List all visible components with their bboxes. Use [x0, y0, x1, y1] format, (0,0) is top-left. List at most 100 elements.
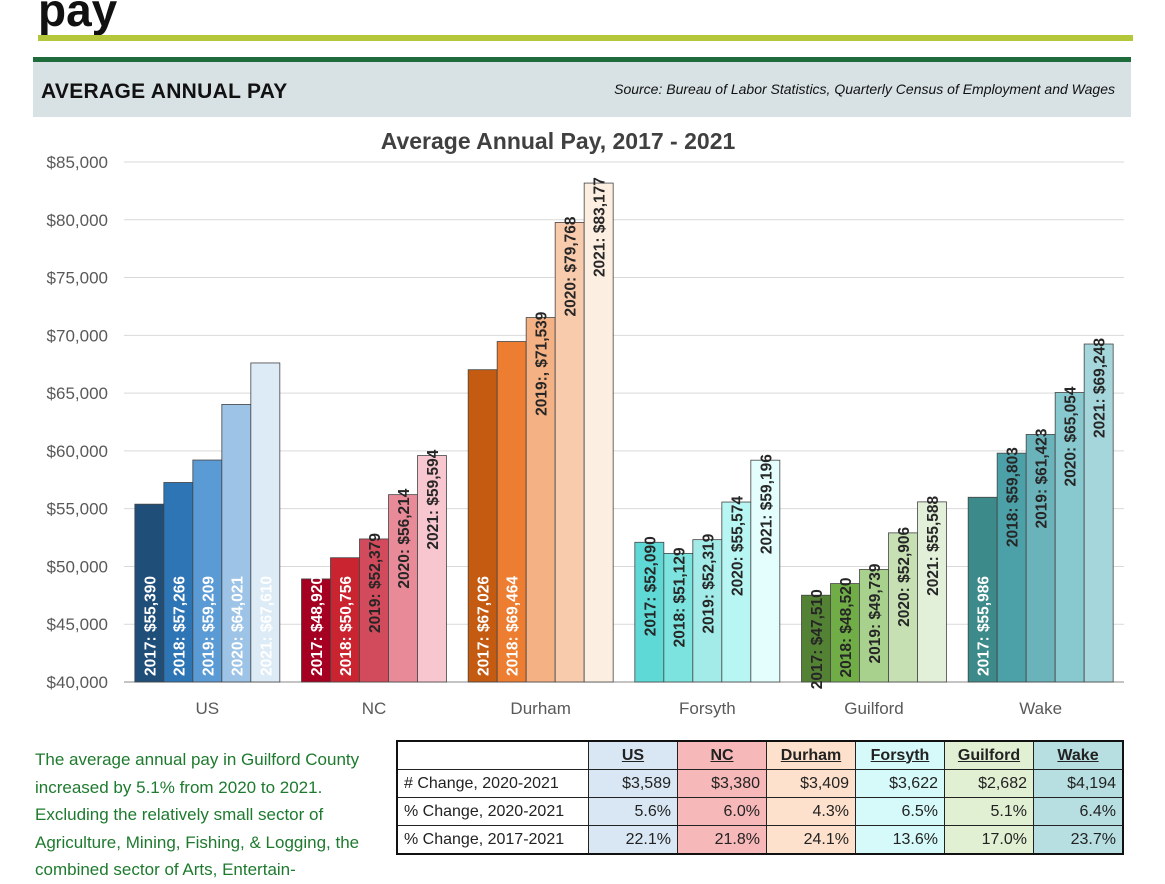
table-header-durham: Durham: [766, 740, 856, 770]
bar-group-wake: 2017: $55,986 2018: $59,803 2019: $61,423 2…: [967, 338, 1114, 683]
bar-data-label: 2018: $57,266: [171, 576, 188, 676]
bar: [388, 494, 418, 683]
bar: [359, 538, 389, 683]
y-tick-label: $80,000: [47, 211, 108, 230]
bar: [467, 369, 498, 683]
bar: [859, 569, 889, 683]
bar-data-label: 2021: $55,588: [925, 495, 942, 595]
bar-data-label: 2020: $56,214: [396, 488, 413, 588]
bar: [1083, 343, 1114, 683]
table-header-forsyth: Forsyth: [855, 740, 945, 770]
table-cell: 24.1%: [766, 825, 856, 855]
bar-data-label: 2019: $59,209: [200, 576, 217, 676]
y-tick-label: $45,000: [47, 615, 108, 634]
table-cell: $3,380: [677, 769, 767, 798]
title-underline: [38, 35, 1133, 41]
bar-data-label: 2018: $59,803: [1005, 447, 1022, 547]
table-row: % Change, 2020-2021 5.6% 6.0% 4.3% 6.5% …: [396, 797, 1124, 826]
row-label: % Change, 2017-2021: [396, 825, 589, 855]
bar-data-label: 2019: $52,379: [367, 533, 384, 633]
y-tick-label: $50,000: [47, 557, 108, 576]
x-category-label: Guilford: [844, 699, 904, 718]
table-cell: $4,194: [1033, 769, 1124, 798]
bar-data-label: 2019: $49,739: [867, 563, 884, 663]
x-axis-category-labels: US NC Durham Forsyth Guilford Wake: [196, 699, 1063, 718]
bar: [330, 557, 360, 683]
table-cell: $3,622: [855, 769, 945, 798]
x-category-label: NC: [362, 699, 387, 718]
table-header-us: US: [588, 740, 678, 770]
bar: [967, 496, 998, 683]
section-header-band: AVERAGE ANNUAL PAY Source: Bureau of Lab…: [33, 62, 1131, 117]
table-cell: 6.4%: [1033, 797, 1124, 826]
bar: [830, 583, 860, 683]
bar: [663, 552, 694, 683]
table-cell: 5.6%: [588, 797, 678, 826]
bar: [634, 541, 665, 683]
bar-data-label: 2017: $52,090: [642, 536, 659, 636]
table-cell: 17.0%: [944, 825, 1034, 855]
bar-data-label: 2021: $59,594: [425, 449, 442, 549]
row-label: # Change, 2020-2021: [396, 769, 589, 798]
table-row: # Change, 2020-2021 $3,589 $3,380 $3,409…: [396, 769, 1124, 798]
table-header-row: US NC Durham Forsyth Guilford Wake: [396, 740, 1124, 770]
table-corner-cell: [396, 740, 589, 770]
bar-data-label: 2020: $79,768: [563, 216, 580, 316]
y-tick-label: $55,000: [47, 500, 108, 519]
bar: [301, 578, 331, 683]
row-label: % Change, 2020-2021: [396, 797, 589, 826]
x-category-label: US: [196, 699, 220, 718]
bar-data-label: 2020: $52,906: [896, 526, 913, 626]
bar-data-label: 2017: $47,510: [809, 589, 826, 689]
bar: [221, 404, 252, 683]
bar-data-label: 2019: $52,319: [700, 533, 717, 633]
bar: [417, 455, 447, 683]
bar-data-label: 2019: $61,423: [1034, 428, 1051, 528]
bar-data-label: 2020: $64,021: [229, 576, 246, 676]
bar: [996, 452, 1027, 683]
bar: [250, 362, 281, 683]
table-header-nc: NC: [677, 740, 767, 770]
table-cell: 23.7%: [1033, 825, 1124, 855]
table-cell: 5.1%: [944, 797, 1034, 826]
bar-data-label: 2021: $59,196: [758, 454, 775, 554]
y-tick-label: $65,000: [47, 384, 108, 403]
x-category-label: Durham: [510, 699, 570, 718]
bar-data-label: 2019:, $71,539: [534, 311, 551, 416]
table-cell: $2,682: [944, 769, 1034, 798]
table-cell: 22.1%: [588, 825, 678, 855]
source-note: Source: Bureau of Labor Statistics, Quar…: [614, 81, 1115, 97]
bar-data-label: 2018: $50,756: [338, 576, 355, 676]
bar-data-label: 2020: $65,054: [1063, 386, 1080, 486]
bar-groups: 2017: $55,390 2018: $57,266 2019: $59,209 2…: [134, 177, 1114, 689]
bar-data-label: 2020: $55,574: [729, 496, 746, 596]
x-category-label: Wake: [1019, 699, 1062, 718]
section-rule: [33, 57, 1131, 62]
bar-group-forsyth: 2017: $52,090 2018: $51,129 2019: $52,319 2…: [634, 454, 781, 683]
bar: [1025, 434, 1056, 683]
average-annual-pay-chart: Average Annual Pay, 2017 - 2021 $40,000 $…: [47, 128, 1124, 718]
bar-group-us: 2017: $55,390 2018: $57,266 2019: $59,209 2…: [134, 362, 281, 683]
chart-title: Average Annual Pay, 2017 - 2021: [381, 128, 736, 154]
table-cell: $3,409: [766, 769, 856, 798]
bar-group-nc: 2017: $48,920 2018: $50,756 2019: $52,379 2…: [301, 449, 447, 683]
bar-data-label: 2021: $69,248: [1092, 338, 1109, 438]
table-cell: 13.6%: [855, 825, 945, 855]
table-cell: 6.0%: [677, 797, 767, 826]
table-header-wake: Wake: [1033, 740, 1124, 770]
y-tick-label: $70,000: [47, 326, 108, 345]
bar: [583, 182, 614, 683]
y-tick-label: $60,000: [47, 442, 108, 461]
chart-gridlines: [124, 161, 1124, 683]
table-cell: 6.5%: [855, 797, 945, 826]
bar: [917, 501, 947, 683]
table-row: % Change, 2017-2021 22.1% 21.8% 24.1% 13…: [396, 825, 1124, 855]
page-title: pay: [38, 0, 118, 36]
table-header-guilford: Guilford: [944, 740, 1034, 770]
bar-data-label: 2018: $69,464: [505, 576, 522, 676]
bar: [1054, 392, 1085, 683]
table-cell: 4.3%: [766, 797, 856, 826]
y-tick-label: $40,000: [47, 673, 108, 692]
bar-group-durham: 2017: $67,026 2018: $69,464 2019:, $71,539…: [467, 177, 614, 683]
bar: [496, 341, 527, 683]
